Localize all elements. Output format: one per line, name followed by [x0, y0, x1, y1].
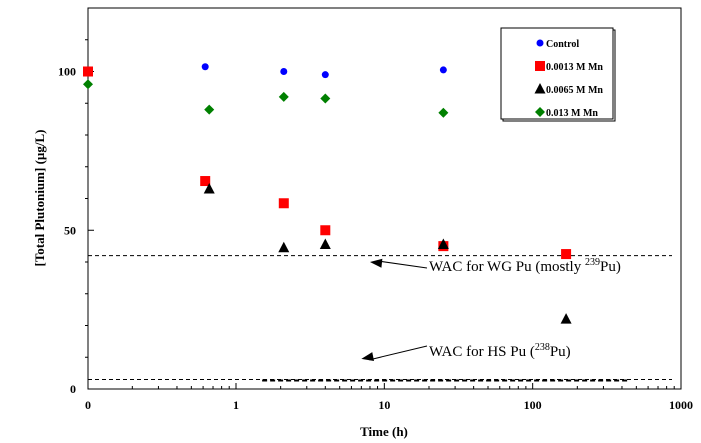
x-tick-label-0: 0	[85, 398, 91, 412]
point-series3-0	[83, 79, 93, 90]
point-series1-5	[561, 249, 572, 260]
x-axis-title: Time (h)	[360, 424, 408, 439]
point-series2-3	[437, 238, 449, 250]
point-series1-1	[200, 176, 211, 187]
legend-marker-3	[535, 107, 545, 117]
legend-label-2: 0.0065 M Mn	[546, 85, 603, 96]
x-tick-label-4: 1000	[669, 398, 693, 412]
x-tick-label-1: 1	[233, 398, 239, 412]
point-series2-1	[278, 241, 290, 253]
point-series0-2	[280, 68, 288, 75]
annotations: WAC for WG Pu (mostly 239Pu) WAC for HS P…	[361, 257, 621, 361]
legend-label-1: 0.0013 M Mn	[546, 62, 603, 73]
x-axis-ticks: 0 1 10 100 1000	[85, 383, 693, 412]
point-series2-0	[203, 182, 215, 194]
legend-label-3: 0.013 M Mn	[546, 108, 598, 119]
point-series3-3	[320, 93, 331, 104]
annotation-label-0: WAC for WG Pu (mostly 239Pu)	[429, 257, 621, 275]
point-series3-4	[438, 107, 449, 118]
y-tick-label-0: 0	[70, 382, 76, 396]
legend: Control 0.0013 M Mn 0.0065 M Mn 0.013 M Mn	[500, 27, 616, 122]
x-tick-label-2: 10	[378, 398, 390, 412]
annotation-label-1: WAC for HS Pu (238Pu)	[429, 342, 571, 360]
y-tick-label-1: 50	[64, 223, 76, 237]
y-tick-label-2: 100	[58, 65, 76, 79]
legend-marker-2	[534, 83, 546, 94]
data-points	[83, 63, 572, 324]
annotation-arrow-line-0	[377, 260, 428, 269]
legend-marker-1	[535, 61, 545, 71]
point-series0-1	[201, 63, 209, 71]
point-series3-2	[278, 91, 289, 102]
x-tick-label-3: 100	[524, 398, 542, 412]
y-axis-title: [Total Plutonium] (µg/L)	[32, 129, 47, 266]
legend-marker-0	[536, 39, 544, 47]
legend-label-0: Control	[546, 39, 579, 50]
annotation-arrowhead-1	[361, 352, 374, 361]
point-series1-3	[320, 225, 331, 236]
annotation-arrowhead-0	[369, 258, 383, 268]
point-series0-4	[439, 66, 447, 74]
point-series1-2	[278, 198, 289, 209]
point-series2-2	[319, 238, 331, 250]
point-series0-3	[321, 71, 329, 79]
annotation-arrow-line-1	[369, 345, 428, 361]
point-series3-1	[204, 104, 215, 115]
point-series2-4	[560, 313, 572, 324]
legend-box	[500, 27, 614, 120]
point-series1-0	[83, 66, 93, 77]
y-axis-ticks: 0 50 100	[58, 39, 94, 396]
